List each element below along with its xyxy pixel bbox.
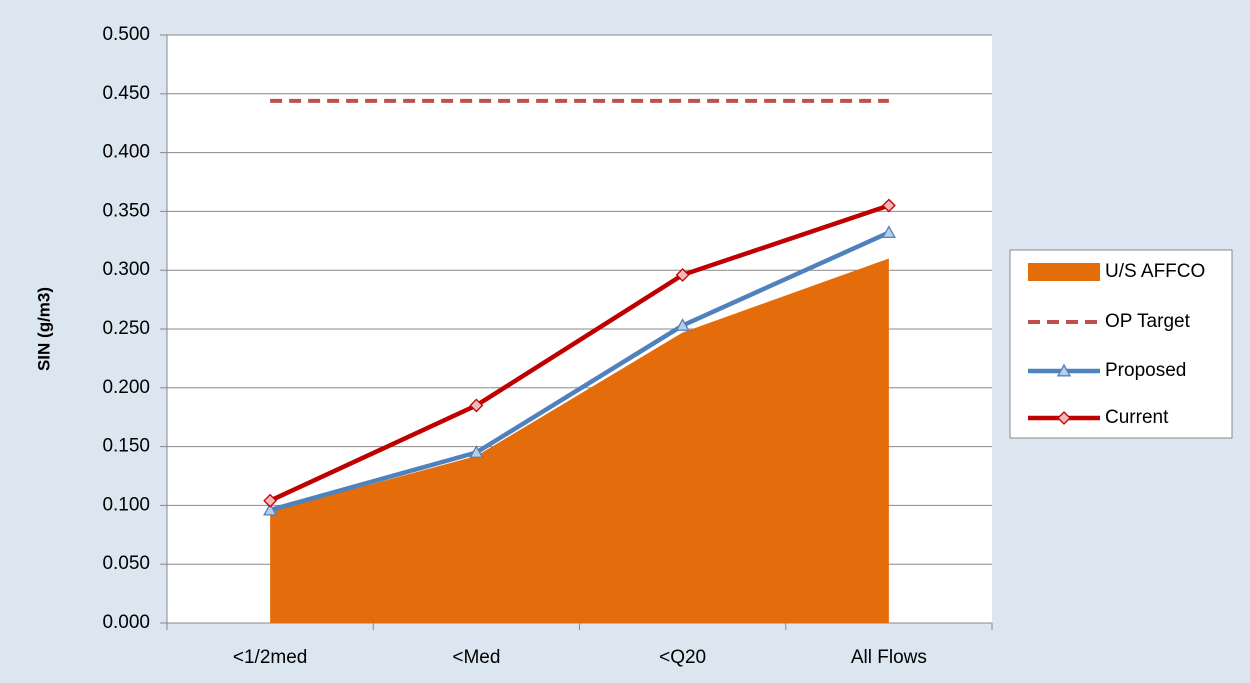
marker xyxy=(469,445,484,458)
y-tick-label: 0.000 xyxy=(102,612,150,633)
legend-marker xyxy=(1057,411,1071,425)
y-tick-label: 0.050 xyxy=(102,553,150,574)
legend-marker xyxy=(1056,363,1072,377)
y-axis-label: SIN (g/m3) xyxy=(34,287,53,371)
y-tick-label: 0.450 xyxy=(102,83,150,104)
y-tick-label: 0.200 xyxy=(102,377,150,398)
marker xyxy=(675,318,690,331)
x-tick-label: <Q20 xyxy=(659,647,706,668)
x-tick-label: <1/2med xyxy=(233,647,307,668)
x-tick-label: All Flows xyxy=(851,647,927,668)
marker xyxy=(469,398,484,413)
line xyxy=(269,203,890,503)
legend-swatch xyxy=(1028,263,1100,281)
legend-label: U/S AFFCO xyxy=(1105,261,1205,282)
x-tick-label: <Med xyxy=(452,647,500,668)
line xyxy=(269,230,890,513)
legend-label: Proposed xyxy=(1105,360,1186,381)
y-tick-label: 0.400 xyxy=(102,142,150,163)
marker xyxy=(675,267,690,282)
y-tick-label: 0.350 xyxy=(102,200,150,221)
y-tick-label: 0.150 xyxy=(102,436,150,457)
area xyxy=(270,258,889,623)
legend-label: OP Target xyxy=(1105,311,1191,332)
y-tick-label: 0.100 xyxy=(102,494,150,515)
legend-box xyxy=(1009,249,1233,439)
marker xyxy=(881,225,896,239)
marker xyxy=(263,502,278,516)
marker xyxy=(881,198,896,213)
y-tick-label: 0.250 xyxy=(102,318,150,339)
y-tick-label: 0.500 xyxy=(102,24,150,45)
marker xyxy=(263,493,278,508)
y-tick-label: 0.300 xyxy=(102,259,150,280)
legend-label: Current xyxy=(1105,407,1169,428)
